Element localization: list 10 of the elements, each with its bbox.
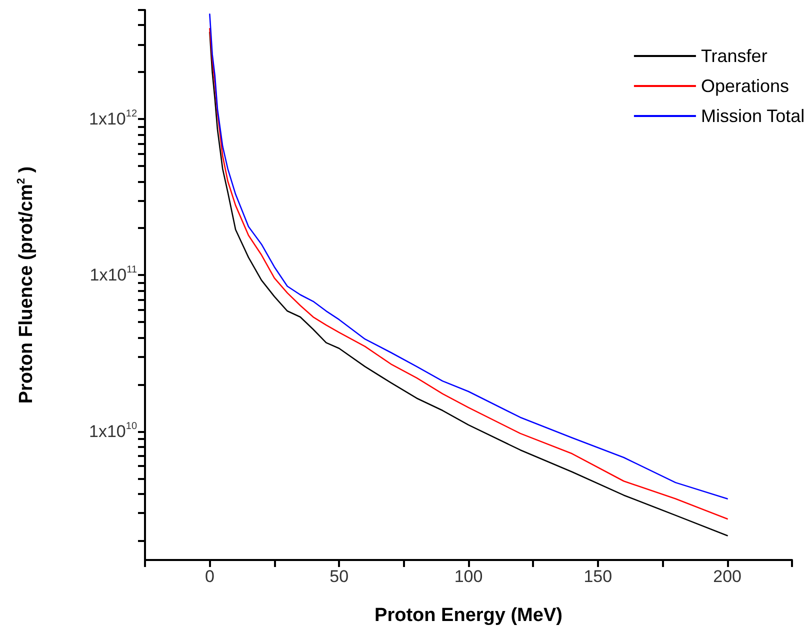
legend-label: Operations bbox=[700, 76, 790, 96]
x-tick-label: 0 bbox=[204, 567, 214, 586]
x-axis-title: Proton Energy (MeV) bbox=[374, 605, 562, 626]
y-axis-title: Proton Fluence (prot/cm2 ) bbox=[16, 166, 37, 404]
x-tick-label: 150 bbox=[584, 567, 612, 586]
legend-label: Transfer bbox=[700, 46, 768, 66]
legend-label: Mission Total bbox=[700, 106, 805, 126]
x-tick-label: 100 bbox=[454, 567, 483, 586]
x-tick-label: 200 bbox=[713, 567, 742, 586]
x-tick-label: 50 bbox=[330, 567, 349, 586]
